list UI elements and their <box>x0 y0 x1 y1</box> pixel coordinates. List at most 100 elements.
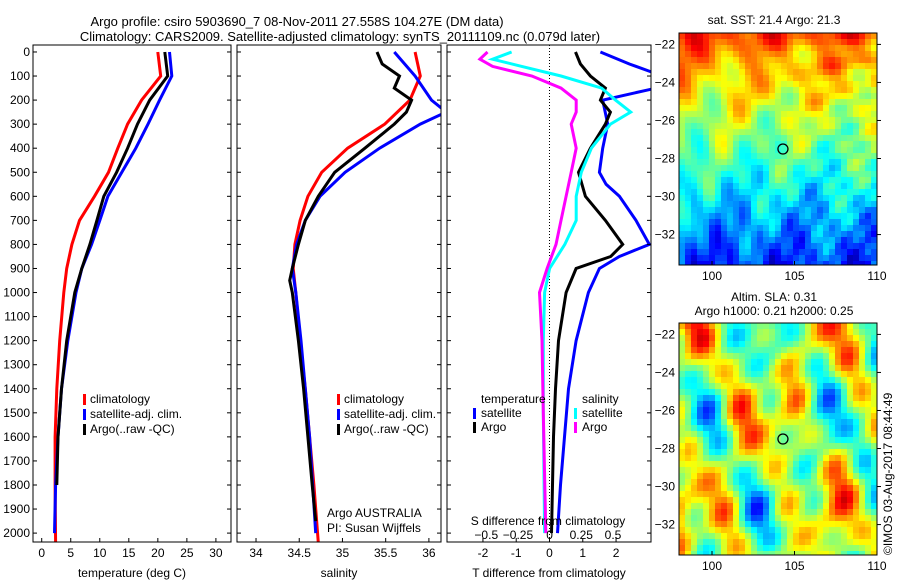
map-cell <box>709 527 715 533</box>
map-cell <box>721 527 727 533</box>
map-cell <box>793 407 799 413</box>
map-cell <box>871 377 877 383</box>
map-cell <box>793 69 799 75</box>
map-cell <box>721 165 727 171</box>
map-cell <box>709 365 715 371</box>
map-cell <box>739 491 745 497</box>
map-cell <box>853 165 859 171</box>
map-cell <box>691 129 697 135</box>
map-cell <box>841 81 847 87</box>
map-cell <box>871 467 877 473</box>
map-cell <box>739 177 745 183</box>
map-cell <box>715 419 721 425</box>
map-cell <box>805 509 811 515</box>
map-cell <box>787 165 793 171</box>
map-cell <box>697 117 703 123</box>
map-cell <box>679 39 685 45</box>
map-cell <box>685 521 691 527</box>
y-tick-label: 1100 <box>4 310 30 324</box>
map-cell <box>685 323 691 329</box>
map-cell <box>703 335 709 341</box>
map-cell <box>751 159 757 165</box>
map-cell <box>703 105 709 111</box>
map-cell <box>847 201 853 207</box>
map-cell <box>727 171 733 177</box>
map-cell <box>757 75 763 81</box>
map-cell <box>715 177 721 183</box>
map-cell <box>751 413 757 419</box>
map-cell <box>829 455 835 461</box>
map-cell <box>757 39 763 45</box>
map-cell <box>805 123 811 129</box>
map-cell <box>721 509 727 515</box>
map-cell <box>799 219 805 225</box>
map-cell <box>679 383 685 389</box>
map-cell <box>745 497 751 503</box>
map-cell <box>787 261 793 265</box>
map-cell <box>859 455 865 461</box>
map-cell <box>871 551 877 555</box>
map-cell <box>703 249 709 255</box>
map-cell <box>799 255 805 261</box>
map-cell <box>865 359 871 365</box>
map-cell <box>685 231 691 237</box>
map-cell <box>709 425 715 431</box>
map-cell <box>865 93 871 99</box>
map-cell <box>679 353 685 359</box>
map-cell <box>835 249 841 255</box>
map-cell <box>679 123 685 129</box>
map-cell <box>835 129 841 135</box>
map-cell <box>835 413 841 419</box>
map-cell <box>841 75 847 81</box>
map-cell <box>721 123 727 129</box>
map-cell <box>709 539 715 545</box>
map-cell <box>745 353 751 359</box>
map-cell <box>739 189 745 195</box>
map-cell <box>865 449 871 455</box>
map-cell <box>811 99 817 105</box>
map-cell <box>757 249 763 255</box>
y-tick-label: 1300 <box>3 358 30 372</box>
map-cell <box>727 99 733 105</box>
map-cell <box>691 225 697 231</box>
map-cell <box>871 159 877 165</box>
map-cell <box>841 485 847 491</box>
map-cell <box>733 165 739 171</box>
map-cell <box>811 371 817 377</box>
map-cell <box>805 455 811 461</box>
map-cell <box>775 87 781 93</box>
map-cell <box>727 383 733 389</box>
map-cell <box>781 171 787 177</box>
map-cell <box>727 117 733 123</box>
map-cell <box>709 395 715 401</box>
map-cell <box>685 461 691 467</box>
map-cell <box>805 117 811 123</box>
map-cell <box>817 389 823 395</box>
map-cell <box>787 473 793 479</box>
map-cell <box>823 425 829 431</box>
lat-tick-label: −28 <box>655 152 676 166</box>
map-cell <box>823 533 829 539</box>
map-cell <box>847 365 853 371</box>
map-cell <box>799 371 805 377</box>
map-cell <box>781 323 787 329</box>
map-cell <box>691 437 697 443</box>
map-cell <box>835 207 841 213</box>
map-cell <box>865 479 871 485</box>
map-cell <box>721 359 727 365</box>
map-cell <box>799 353 805 359</box>
map-cell <box>793 431 799 437</box>
map-cell <box>781 413 787 419</box>
map-cell <box>685 389 691 395</box>
map-cell <box>691 39 697 45</box>
map-cell <box>811 177 817 183</box>
map-cell <box>835 75 841 81</box>
map-cell <box>715 57 721 63</box>
map-cell <box>715 45 721 51</box>
map-cell <box>835 255 841 261</box>
map-cell <box>733 261 739 265</box>
map-cell <box>817 443 823 449</box>
map-cell <box>721 539 727 545</box>
map-cell <box>697 261 703 265</box>
map-cell <box>745 45 751 51</box>
